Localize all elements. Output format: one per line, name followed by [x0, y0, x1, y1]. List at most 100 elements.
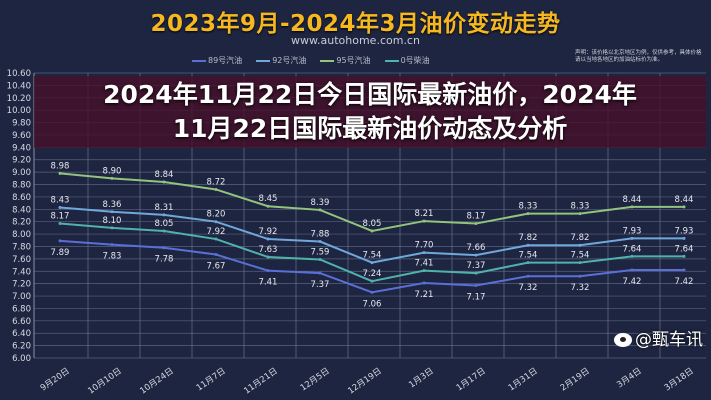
data-point	[578, 243, 582, 247]
article-headline: 2024年11月22日今日国际最新油价，2024年 11月22日国际最新油价动态…	[40, 78, 700, 146]
data-point	[318, 240, 322, 244]
data-point	[578, 274, 582, 278]
y-tick-label: 6.80	[12, 304, 31, 314]
data-point	[318, 257, 322, 261]
x-tick-label: 1月31日	[507, 366, 540, 393]
x-tick-label: 3月4日	[615, 366, 644, 390]
y-tick-label: 9.40	[12, 143, 31, 153]
data-label: 8.20	[207, 210, 226, 220]
data-point	[370, 279, 374, 283]
data-label: 8.90	[103, 166, 122, 176]
data-label: 8.44	[623, 195, 642, 205]
data-label: 8.10	[103, 216, 122, 226]
y-tick-label: 8.60	[12, 193, 31, 203]
data-label: 8.44	[675, 195, 694, 205]
data-point	[370, 261, 374, 265]
y-tick-label: 8.20	[12, 218, 31, 228]
x-tick-label: 11月7日	[195, 366, 228, 393]
y-tick-label: 10.40	[7, 81, 31, 91]
legend-item: 92号汽油	[256, 55, 306, 66]
y-tick-label: 7.20	[12, 280, 31, 290]
y-tick-label: 8.40	[12, 205, 31, 215]
data-point	[214, 187, 218, 191]
y-tick-label: 6.60	[12, 317, 31, 327]
x-tick-label: 10月10日	[86, 366, 123, 396]
legend-item: 89号汽油	[192, 55, 242, 66]
headline-line-2: 11月22日国际最新油价动态及分析	[172, 114, 568, 143]
data-label: 7.67	[207, 262, 226, 272]
data-label: 8.33	[519, 202, 538, 212]
data-label: 7.32	[571, 283, 590, 293]
data-point	[682, 236, 686, 240]
data-point	[474, 222, 478, 226]
data-point	[474, 271, 478, 275]
x-tick-label: 12月19日	[346, 366, 383, 396]
data-label: 8.39	[311, 198, 330, 208]
data-label: 8.05	[363, 219, 382, 229]
data-point	[110, 210, 114, 214]
data-label: 7.54	[519, 251, 538, 261]
data-label: 7.42	[675, 277, 694, 287]
data-label: 8.36	[103, 200, 122, 210]
data-label: 7.64	[623, 244, 642, 254]
y-tick-label: 7.40	[12, 267, 31, 277]
data-point	[110, 226, 114, 230]
weibo-logo-icon	[614, 333, 632, 347]
x-tick-label: 9月20日	[39, 366, 72, 393]
y-tick-label: 10.20	[7, 94, 31, 104]
y-tick-label: 6.20	[12, 342, 31, 352]
y-tick-label: 8.00	[12, 230, 31, 240]
data-point	[318, 208, 322, 212]
y-tick-label: 6.00	[12, 354, 31, 364]
y-tick-label: 9.00	[12, 168, 31, 178]
data-point	[474, 253, 478, 257]
data-point	[58, 171, 62, 175]
data-label: 8.21	[415, 209, 434, 219]
y-tick-label: 7.00	[12, 292, 31, 302]
watermark: @甄车讯	[614, 330, 703, 350]
data-label: 7.24	[363, 269, 382, 279]
data-point	[422, 219, 426, 223]
data-point	[162, 180, 166, 184]
data-point	[682, 254, 686, 258]
data-label: 8.98	[51, 161, 70, 171]
data-label: 8.72	[207, 177, 226, 187]
data-point	[630, 254, 634, 258]
data-label: 8.33	[571, 202, 590, 212]
y-tick-label: 6.40	[12, 329, 31, 339]
data-label: 7.88	[311, 230, 330, 240]
data-label: 7.37	[311, 280, 330, 290]
y-tick-label: 10.00	[7, 106, 31, 116]
data-point	[422, 251, 426, 255]
data-label: 7.06	[363, 299, 382, 309]
data-label: 8.17	[51, 212, 70, 222]
data-label: 7.32	[519, 283, 538, 293]
data-point	[266, 204, 270, 208]
data-point	[526, 212, 530, 216]
data-point	[162, 213, 166, 217]
data-label: 7.54	[363, 251, 382, 261]
data-label: 7.54	[571, 251, 590, 261]
data-point	[58, 205, 62, 209]
data-point	[682, 268, 686, 272]
data-point	[630, 205, 634, 209]
data-label: 7.59	[311, 247, 330, 257]
data-point	[266, 269, 270, 273]
data-label: 7.83	[103, 252, 122, 262]
data-point	[266, 255, 270, 259]
x-tick-label: 12月5日	[299, 366, 332, 393]
y-tick-label: 10.60	[7, 69, 31, 79]
data-point	[474, 284, 478, 288]
data-label: 8.31	[155, 203, 174, 213]
data-label: 7.70	[415, 241, 434, 251]
data-label: 7.41	[415, 259, 434, 269]
data-label: 7.17	[467, 293, 486, 303]
data-point	[630, 236, 634, 240]
data-point	[58, 222, 62, 226]
data-point	[214, 253, 218, 257]
data-label: 7.63	[259, 245, 278, 255]
data-label: 7.92	[259, 227, 278, 237]
data-point	[370, 290, 374, 294]
data-label: 7.93	[623, 226, 642, 236]
data-point	[214, 237, 218, 241]
